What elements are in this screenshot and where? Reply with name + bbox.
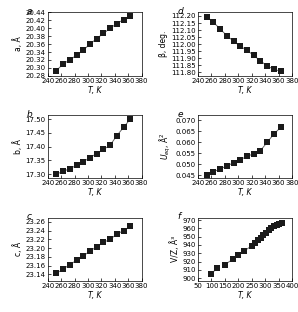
Point (265, 63, 270, 68)
Point (215, 266, 219, 271)
Point (231, 257, 235, 262)
Point (218, 166, 223, 171)
Point (61, 61, 66, 66)
Point (249, 243, 254, 248)
Text: a: a (27, 7, 32, 17)
Y-axis label: β, deg.: β, deg. (159, 31, 168, 57)
Point (61, 169, 66, 174)
Point (67, 57, 72, 62)
Point (274, 222, 279, 227)
Point (277, 221, 282, 226)
Point (258, 236, 263, 241)
Point (54, 271, 59, 276)
Point (264, 231, 268, 236)
Point (266, 228, 271, 233)
Y-axis label: V/Z, Å³: V/Z, Å³ (170, 236, 180, 262)
Point (101, 31, 106, 36)
Point (114, 232, 119, 236)
Point (271, 67, 276, 72)
Point (114, 133, 119, 138)
Text: c: c (27, 212, 32, 222)
Point (121, 125, 126, 130)
Point (81, 159, 86, 164)
Point (256, 238, 260, 243)
Point (211, 20, 216, 25)
Point (61, 266, 66, 271)
Point (108, 26, 113, 31)
Point (204, 173, 209, 178)
Point (209, 271, 214, 276)
Point (211, 169, 216, 174)
Point (223, 262, 227, 267)
Point (231, 160, 236, 165)
Point (128, 117, 133, 122)
Point (121, 228, 126, 233)
Point (278, 69, 283, 74)
Point (245, 154, 249, 159)
Point (67, 166, 72, 171)
Point (258, 148, 263, 153)
Point (94, 244, 99, 249)
Point (88, 155, 92, 160)
Text: e: e (177, 110, 183, 119)
Point (114, 21, 119, 26)
X-axis label: T, K: T, K (238, 291, 252, 300)
Point (94, 36, 99, 41)
X-axis label: T, K: T, K (88, 291, 101, 300)
Point (280, 221, 285, 226)
Point (108, 143, 113, 148)
Text: d: d (177, 7, 183, 17)
Y-axis label: $U_{eq}$, $\mathrm{\AA}^2$: $U_{eq}$, $\mathrm{\AA}^2$ (158, 133, 173, 160)
Point (54, 172, 59, 177)
Point (128, 224, 133, 229)
Point (278, 125, 283, 130)
Text: b: b (27, 110, 33, 119)
Point (258, 59, 263, 64)
Point (269, 226, 274, 231)
Point (245, 48, 249, 53)
Point (94, 151, 99, 156)
Point (121, 17, 126, 22)
X-axis label: T, K: T, K (238, 188, 252, 197)
Point (88, 41, 92, 46)
Y-axis label: b, Å: b, Å (13, 139, 23, 154)
Point (54, 68, 59, 73)
Y-axis label: c, Å: c, Å (13, 242, 23, 256)
Point (88, 249, 92, 254)
X-axis label: T, K: T, K (238, 86, 252, 95)
Point (74, 163, 79, 168)
Point (253, 241, 258, 246)
Point (231, 39, 236, 44)
Point (81, 47, 86, 52)
Point (252, 53, 256, 58)
Point (108, 237, 113, 242)
Point (101, 147, 106, 152)
Point (252, 151, 256, 156)
X-axis label: T, K: T, K (88, 188, 101, 197)
Point (81, 253, 86, 258)
Point (265, 140, 270, 145)
Point (238, 157, 243, 162)
Point (236, 252, 241, 257)
Point (74, 53, 79, 58)
Point (204, 14, 209, 19)
X-axis label: T, K: T, K (88, 86, 101, 95)
Point (224, 33, 229, 38)
Point (128, 14, 133, 19)
Point (272, 224, 277, 229)
Point (238, 44, 243, 49)
Point (224, 163, 229, 168)
Point (241, 249, 246, 254)
Point (101, 240, 106, 245)
Point (74, 258, 79, 263)
Point (271, 131, 276, 136)
Point (67, 262, 72, 267)
Point (261, 233, 266, 238)
Y-axis label: a, Å: a, Å (13, 37, 23, 51)
Point (218, 27, 223, 32)
Text: f: f (177, 212, 181, 222)
